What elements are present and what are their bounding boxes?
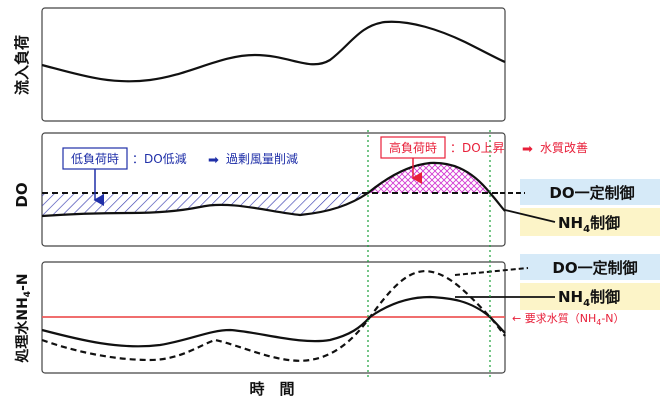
panel-bottom-ylabel: 処理水NH4-N — [14, 273, 33, 363]
mid-legend-nh4-pointer — [504, 209, 556, 223]
high-load-text: ：DO上昇 — [450, 141, 505, 155]
low-load-label: 低負荷時 — [71, 152, 119, 166]
low-load-hatch — [42, 193, 368, 216]
mid-legend-const-bg — [520, 179, 660, 205]
high-load-result: 水質改善 — [540, 140, 588, 155]
effluent-do-const-curve — [41, 269, 506, 362]
high-load-arrow-icon: ➡ — [522, 142, 533, 157]
bot-legend-const-pointer — [454, 267, 529, 276]
low-load-result: 過剰風量削減 — [226, 151, 298, 166]
effluent-nh4-control-curve — [41, 295, 506, 348]
panel-top-frame — [41, 7, 506, 122]
panel-top-ylabel: 流入負荷 — [13, 35, 31, 95]
bot-legend-const: DO一定制御 — [552, 259, 637, 277]
mid-legend-const: DO一定制御 — [549, 184, 634, 202]
nh4-control-curve — [41, 161, 506, 218]
bot-legend-const-bg — [520, 254, 660, 280]
panel-middle-ylabel: DO — [13, 182, 31, 207]
inflow-load-curve — [41, 20, 506, 83]
high-load-label: 高負荷時 — [389, 140, 437, 155]
mid-legend-nh4: NH4制御 — [558, 214, 620, 235]
bot-legend-nh4: NH4制御 — [558, 288, 620, 309]
low-load-text: ：DO低減 — [132, 151, 187, 166]
requirement-label: ← 要求水質（NH4-N） — [512, 311, 625, 327]
mid-legend-nh4-bg — [520, 208, 660, 236]
high-load-hatch — [368, 162, 490, 193]
x-axis-label: 時 間 — [249, 380, 294, 398]
panel-middle-frame — [41, 132, 506, 247]
low-load-arrow-icon: ➡ — [208, 153, 219, 168]
